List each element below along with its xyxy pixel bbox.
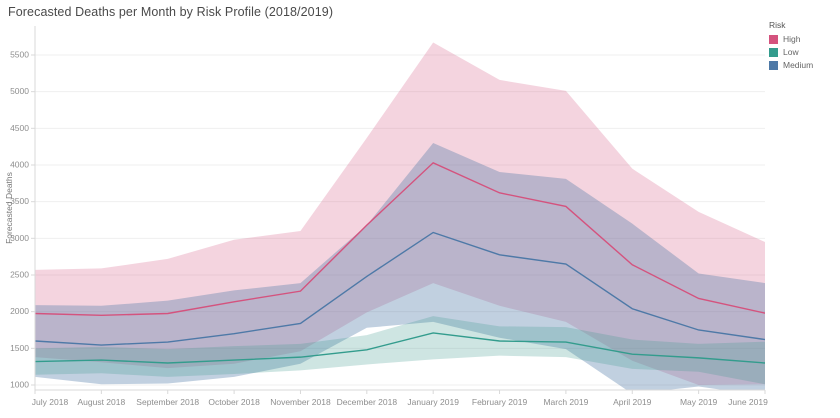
legend-label-low: Low bbox=[783, 47, 799, 57]
y-tick-label-2500: 2500 bbox=[10, 270, 29, 280]
x-tick-label-7: February 2019 bbox=[472, 397, 528, 407]
x-tick-label-4: November 2018 bbox=[270, 397, 331, 407]
legend-swatch-high bbox=[769, 34, 778, 44]
chart-title: Forecasted Deaths per Month by Risk Prof… bbox=[8, 5, 334, 19]
x-tick-label-0: July 2018 bbox=[32, 397, 69, 407]
y-tick-label-3000: 3000 bbox=[10, 233, 29, 243]
legend-item-low[interactable]: Low bbox=[769, 47, 813, 57]
forecast-line-high bbox=[35, 161, 765, 317]
confidence-band-low bbox=[35, 316, 765, 385]
x-tick-label-6: January 2019 bbox=[407, 397, 459, 407]
forecast-line-low bbox=[35, 332, 765, 364]
x-tick-label-3: October 2018 bbox=[208, 397, 260, 407]
x-tick-label-2: September 2018 bbox=[136, 397, 199, 407]
x-tick-label-8: March 2019 bbox=[543, 397, 588, 407]
legend-title: Risk bbox=[769, 20, 786, 30]
legend-label-high: High bbox=[783, 34, 801, 44]
y-tick-label-2000: 2000 bbox=[10, 306, 29, 316]
x-tick-label-1: August 2018 bbox=[77, 397, 125, 407]
y-tick-label-3500: 3500 bbox=[10, 196, 29, 206]
x-tick-label-9: April 2019 bbox=[613, 397, 652, 407]
y-tick-label-4000: 4000 bbox=[10, 160, 29, 170]
legend-label-medium: Medium bbox=[783, 60, 814, 70]
confidence-band-high bbox=[35, 42, 765, 386]
legend-swatch-low bbox=[769, 47, 778, 57]
x-tick-label-10: May 2019 bbox=[680, 397, 718, 407]
legend-items: High Low Medium bbox=[769, 34, 813, 70]
y-tick-label-5000: 5000 bbox=[10, 86, 29, 96]
legend-item-high[interactable]: High bbox=[769, 34, 813, 44]
legend-item-medium[interactable]: Medium bbox=[769, 60, 813, 70]
legend-swatch-medium bbox=[769, 60, 778, 70]
y-tick-label-1500: 1500 bbox=[10, 343, 29, 353]
y-tick-label-4500: 4500 bbox=[10, 123, 29, 133]
y-tick-label-5500: 5500 bbox=[10, 50, 29, 60]
y-tick-label-1000: 1000 bbox=[10, 380, 29, 390]
forecast-line-medium bbox=[35, 231, 765, 346]
confidence-band-medium bbox=[35, 143, 765, 390]
x-tick-label-11: June 2019 bbox=[728, 397, 768, 407]
legend: Risk High Low Medium bbox=[769, 20, 813, 73]
x-tick-label-5: December 2018 bbox=[337, 397, 398, 407]
